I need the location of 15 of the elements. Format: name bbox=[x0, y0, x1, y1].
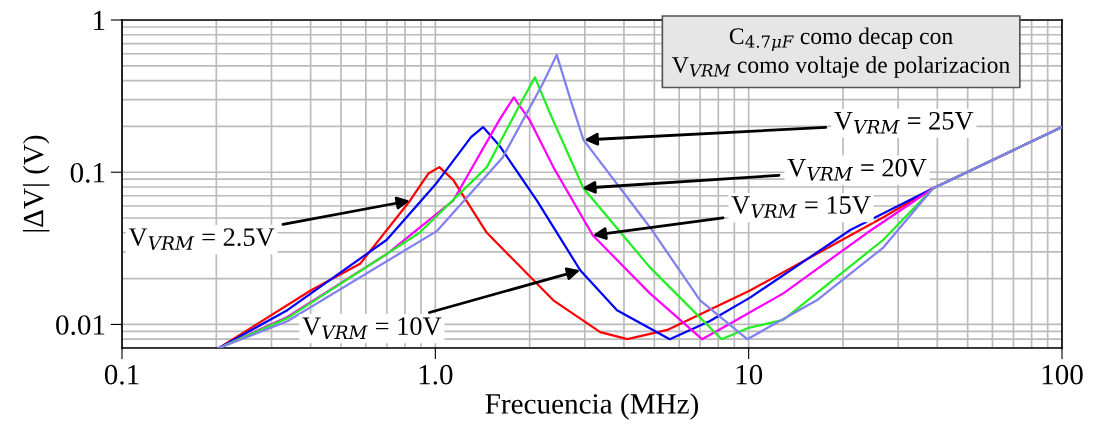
x-tick-label: 100 bbox=[1042, 364, 1083, 385]
y-tick-label: 0.01 bbox=[56, 315, 105, 335]
annotation: V$_{VRM}$ = 15V bbox=[731, 196, 871, 218]
annotation: V$_{VRM}$ = 25V bbox=[834, 111, 974, 134]
x-tick-label: 1.0 bbox=[419, 364, 453, 385]
annotation: V$_{VRM}$ = 10V bbox=[302, 317, 442, 339]
chart-title: C$_{4.7μF}$ como decap con V$_{VRM}$ como voltaje de polarizacion bbox=[672, 27, 1010, 78]
x-tick-label: 10 bbox=[736, 364, 763, 385]
y-axis-title: |ΔV| (V) bbox=[22, 135, 50, 232]
y-tick-label: 1 bbox=[94, 10, 105, 31]
annotation: V$_{VRM}$ = 2.5V bbox=[128, 228, 275, 250]
x-axis-title: Frecuencia (MHz) bbox=[485, 393, 699, 420]
y-tick-label: 0.1 bbox=[70, 162, 105, 183]
x-tick-label: 0.1 bbox=[104, 364, 139, 385]
annotation: V$_{VRM}$ = 20V bbox=[787, 158, 927, 181]
